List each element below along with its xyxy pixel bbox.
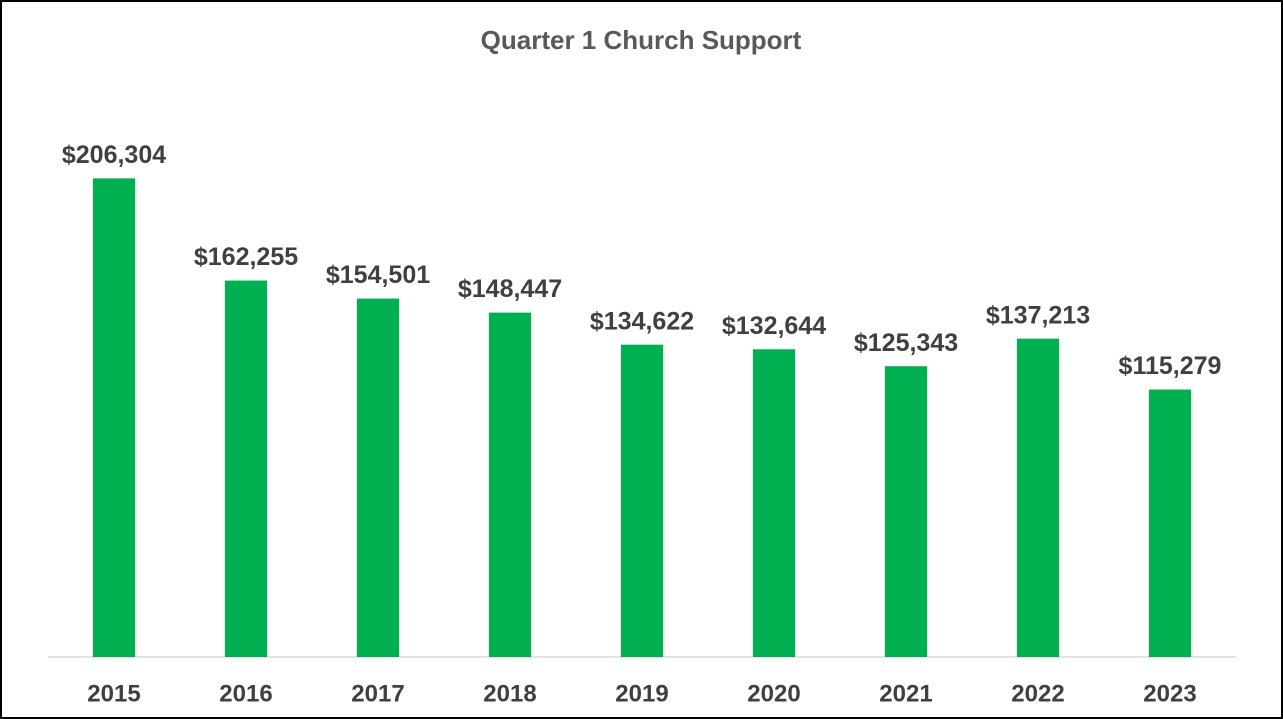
chart-title: Quarter 1 Church Support	[481, 25, 802, 55]
x-tick-label: 2023	[1143, 680, 1196, 707]
data-label: $154,501	[326, 261, 430, 289]
bar	[488, 312, 532, 657]
x-tick-label: 2017	[351, 680, 404, 707]
bar	[92, 178, 136, 657]
bar	[620, 344, 664, 657]
data-label: $132,644	[722, 312, 826, 340]
bar	[224, 280, 268, 657]
bar	[356, 298, 400, 657]
x-tick-label: 2022	[1011, 680, 1064, 707]
data-label: $125,343	[854, 329, 958, 357]
bar	[884, 366, 928, 657]
data-label: $162,255	[194, 243, 298, 271]
x-tick-label: 2019	[615, 680, 668, 707]
bar	[1016, 338, 1060, 657]
data-label: $148,447	[458, 275, 562, 303]
data-label: $115,279	[1119, 352, 1222, 380]
bar	[752, 349, 796, 657]
x-tick-label: 2020	[747, 680, 800, 707]
data-label: $134,622	[590, 307, 694, 335]
x-tick-label: 2018	[483, 680, 536, 707]
x-tick-label: 2015	[87, 680, 140, 707]
x-tick-label: 2021	[879, 680, 932, 707]
x-tick-label: 2016	[219, 680, 272, 707]
data-label: $206,304	[62, 141, 166, 169]
data-label: $137,213	[986, 301, 1090, 329]
bar	[1148, 389, 1192, 657]
